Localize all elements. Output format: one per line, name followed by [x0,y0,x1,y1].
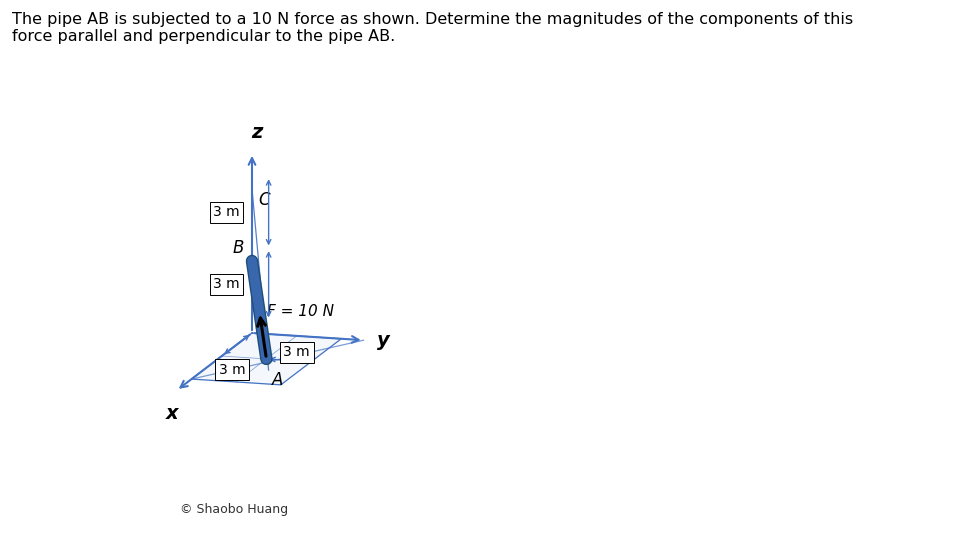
Text: C: C [258,191,270,209]
Text: A: A [272,371,282,389]
Text: © Shaobo Huang: © Shaobo Huang [180,503,288,516]
Text: F = 10 N: F = 10 N [267,305,335,320]
Text: 3 m: 3 m [219,363,245,377]
Text: z: z [252,123,262,142]
Text: x: x [166,404,178,423]
Polygon shape [192,333,341,385]
Text: The pipe AB is subjected to a 10 N force as shown. Determine the magnitudes of t: The pipe AB is subjected to a 10 N force… [12,12,853,45]
Text: B: B [232,239,244,257]
Text: 3 m: 3 m [213,206,240,220]
Text: 3 m: 3 m [283,345,310,359]
Text: y: y [377,331,390,350]
Text: 3 m: 3 m [213,277,240,292]
